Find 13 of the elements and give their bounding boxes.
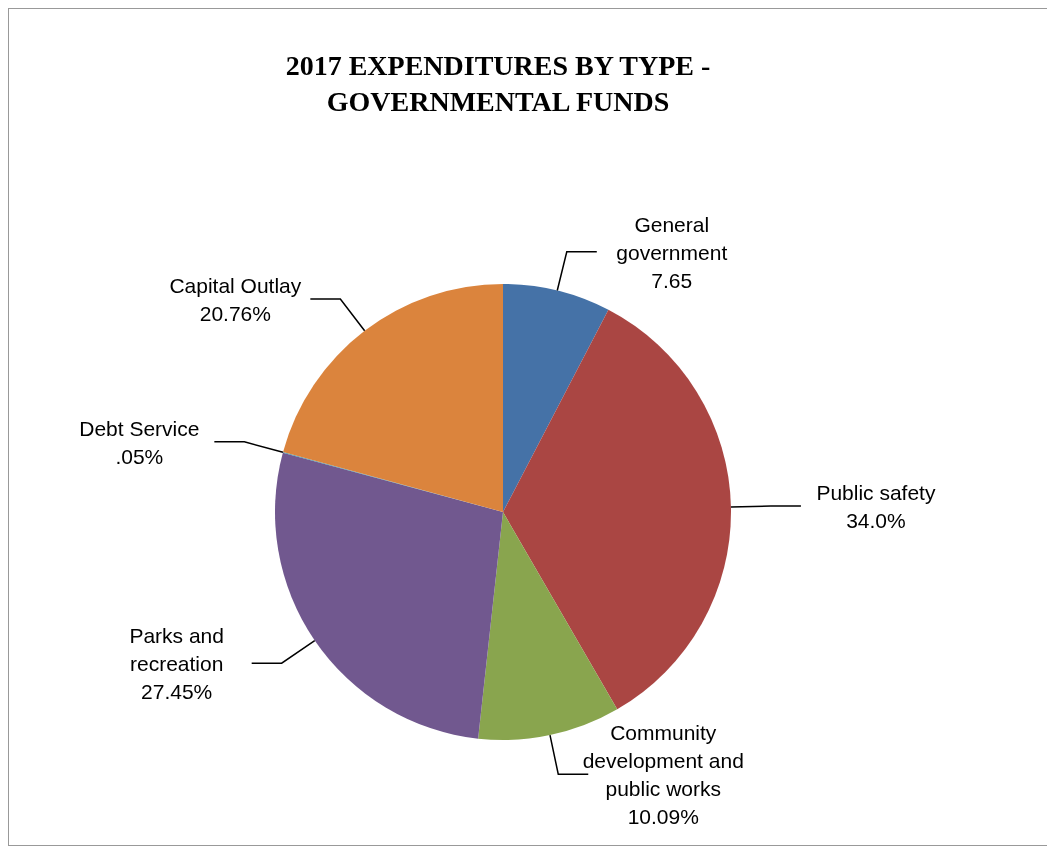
- data-label: 20.76%: [199, 301, 271, 325]
- data-label: 7.65: [651, 268, 693, 292]
- data-label: 27.45%: [141, 679, 213, 703]
- data-label: 34.0%: [846, 508, 906, 532]
- data-label: 10.09%: [627, 804, 699, 828]
- slice-label: General government: [616, 212, 728, 264]
- slice-label: Parks and recreation: [129, 623, 224, 675]
- data-label: .05%: [115, 444, 164, 468]
- slice-label: Public safety: [816, 480, 936, 504]
- slice-label: Community development and public works: [582, 720, 744, 800]
- slice-label: Debt Service: [79, 416, 200, 440]
- slice-label: Capital Outlay: [169, 273, 302, 297]
- chart-title: 2017 EXPENDITURES BY TYPE - GOVERNMENTAL FUNDS: [285, 50, 711, 117]
